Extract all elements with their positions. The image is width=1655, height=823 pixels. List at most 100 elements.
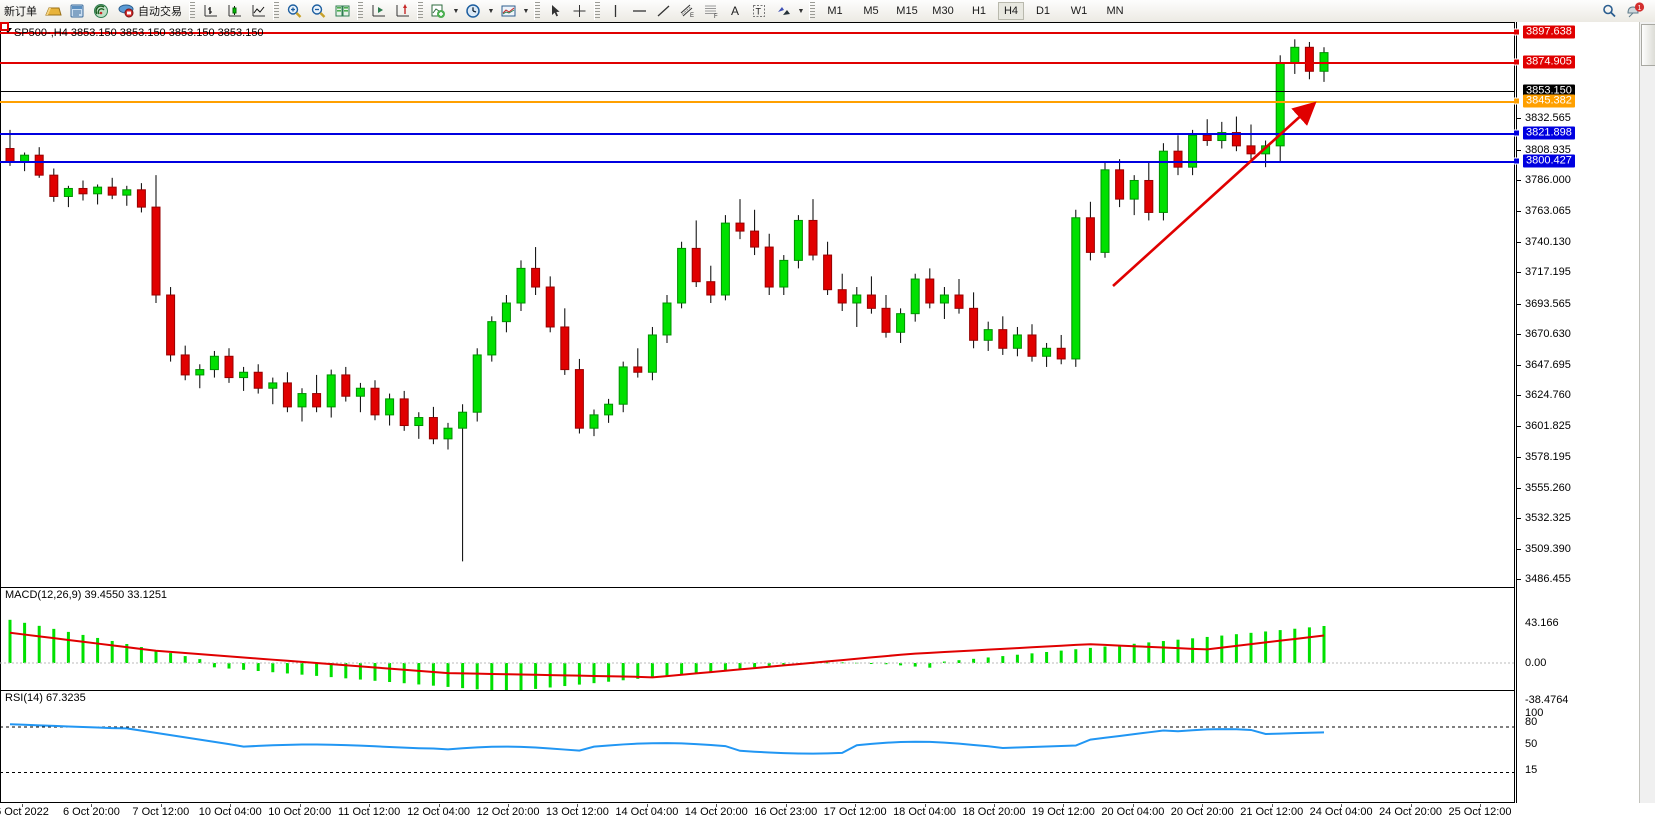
bar-chart-icon[interactable] <box>198 1 222 21</box>
text-label-icon[interactable]: T <box>747 1 771 21</box>
alert-icon[interactable]: 1 <box>1623 1 1647 21</box>
candle-body <box>574 369 584 429</box>
price-pane[interactable]: SP500-,H4 3853.150 3853.150 3853.150 385… <box>0 22 1515 588</box>
zoom-in-icon[interactable] <box>282 1 306 21</box>
axis-label: 3647.695 <box>1525 358 1571 371</box>
candle-body <box>209 355 219 371</box>
macd-histogram-bar <box>1293 628 1297 663</box>
trendline-icon[interactable] <box>651 1 675 21</box>
candle-body <box>297 393 307 408</box>
price-level-line-order[interactable] <box>0 101 1515 104</box>
price-tag-support[interactable]: 3821.898 <box>1523 126 1575 140</box>
time-tick <box>438 804 440 807</box>
vertical-scrollbar[interactable] <box>1639 22 1655 803</box>
search-icon[interactable] <box>1597 1 1621 21</box>
macd-histogram-bar <box>972 658 976 663</box>
new-chart-icon[interactable] <box>426 1 450 21</box>
gold-bar-icon[interactable] <box>41 1 65 21</box>
timeframe-m1[interactable]: M1 <box>827 5 843 17</box>
time-label: 24 Oct 20:00 <box>1379 806 1443 818</box>
period-clock-icon[interactable] <box>461 1 485 21</box>
indicators-icon[interactable] <box>496 1 520 21</box>
price-tag-resistance[interactable]: 3874.905 <box>1523 55 1575 69</box>
price-level-line-resistance[interactable] <box>0 62 1515 65</box>
price-level-line-resistance[interactable] <box>0 31 1515 34</box>
macd-histogram-bar <box>139 647 143 663</box>
line-chart-icon[interactable] <box>246 1 270 21</box>
timeframe-mn[interactable]: MN <box>1106 5 1124 17</box>
candle-body <box>107 186 117 196</box>
macd-histogram-bar <box>300 663 304 675</box>
price-level-line-last-price[interactable] <box>0 91 1515 93</box>
time-label: 18 Oct 04:00 <box>893 806 957 818</box>
candle-body <box>355 387 365 397</box>
candle-body <box>604 403 614 416</box>
chart-shift-icon[interactable] <box>366 1 390 21</box>
time-label: 16 Oct 23:00 <box>754 806 818 818</box>
timeframe-d1[interactable]: D1 <box>1035 5 1051 17</box>
price-tag-last-price[interactable]: 3853.150 <box>1523 84 1575 98</box>
time-label: 24 Oct 04:00 <box>1309 806 1373 818</box>
price-level-line-support[interactable] <box>0 132 1515 135</box>
timeframe-h1[interactable]: H1 <box>971 5 987 17</box>
time-tick <box>1271 804 1273 807</box>
signal-icon[interactable] <box>89 1 113 21</box>
candle-body <box>1173 150 1183 168</box>
price-tag-support[interactable]: 3800.427 <box>1523 154 1575 168</box>
symbol-ohlc-header: SP500-,H4 3853.150 3853.150 3853.150 385… <box>14 27 264 39</box>
auto-trading-button[interactable]: 自动交易 <box>113 1 186 21</box>
macd-pane[interactable]: MACD(12,26,9) 39.4550 33.1251 <box>0 588 1515 691</box>
time-axis[interactable]: 6 Oct 2022 6 Oct 20:00 7 Oct 12:00 10 Oct 0… <box>0 804 1515 823</box>
candle-body <box>852 294 862 304</box>
time-tick <box>1063 804 1065 807</box>
candle-body <box>63 187 73 197</box>
toolbar-separator <box>357 2 363 20</box>
fibonacci-icon[interactable]: F <box>699 1 723 21</box>
time-label: 17 Oct 12:00 <box>823 806 887 818</box>
horizontal-line-icon[interactable] <box>627 1 651 21</box>
toolbar-separator <box>189 2 195 20</box>
candle-body <box>1085 217 1095 253</box>
candle-body <box>195 369 205 376</box>
zoom-out-icon[interactable] <box>306 1 330 21</box>
rsi-pane[interactable]: RSI(14) 67.3235 <box>0 691 1515 803</box>
equidistant-channel-icon[interactable]: E <box>675 1 699 21</box>
data-window-icon[interactable] <box>65 1 89 21</box>
macd-histogram-bar <box>242 663 246 670</box>
timeframe-m30[interactable]: M30 <box>932 5 954 17</box>
new-order-button[interactable]: 新订单 <box>0 1 41 21</box>
price-level-line-support[interactable] <box>0 161 1515 164</box>
new-chart-dropdown-arrow[interactable]: ▼ <box>452 7 460 15</box>
timeframe-m15[interactable]: M15 <box>896 5 918 17</box>
macd-axis-label: 43.166 <box>1525 617 1559 629</box>
price-axis[interactable]: 3897.638 3874.905 3853.150 3845.382 3832.565… <box>1513 22 1655 803</box>
candle-body <box>1129 179 1139 200</box>
candle-body <box>764 246 774 288</box>
chart-area[interactable]: SP500-,H4 3853.150 3853.150 3853.150 385… <box>0 22 1655 823</box>
timeframe-w1[interactable]: W1 <box>1070 5 1088 17</box>
shapes-dropdown-arrow[interactable]: ▼ <box>797 7 805 15</box>
time-label: 20 Oct 04:00 <box>1101 806 1165 818</box>
candlestick-chart-icon[interactable] <box>222 1 246 21</box>
price-tag-resistance[interactable]: 3897.638 <box>1523 25 1575 39</box>
scrollbar-thumb[interactable] <box>1641 24 1655 66</box>
candle-body <box>677 247 687 304</box>
crosshair-icon[interactable] <box>567 1 591 21</box>
auto-scroll-icon[interactable] <box>390 1 414 21</box>
indicators-dropdown-arrow[interactable]: ▼ <box>522 7 530 15</box>
timeframe-m5[interactable]: M5 <box>863 5 879 17</box>
candle-body <box>122 189 132 196</box>
candle-body <box>282 382 292 408</box>
macd-histogram-bar <box>884 663 888 665</box>
macd-histogram-bar <box>227 663 231 669</box>
period-dropdown-arrow[interactable]: ▼ <box>487 7 495 15</box>
text-icon[interactable]: A <box>730 4 739 18</box>
cursor-icon[interactable] <box>543 1 567 21</box>
shapes-icon[interactable] <box>771 1 795 21</box>
vertical-line-icon[interactable] <box>603 1 627 21</box>
macd-histogram-bar <box>1278 630 1282 663</box>
tile-windows-icon[interactable] <box>330 1 354 21</box>
price-tag-order[interactable]: 3845.382 <box>1523 94 1575 108</box>
timeframe-h4[interactable]: H4 <box>998 2 1024 20</box>
candle-body <box>560 326 570 371</box>
